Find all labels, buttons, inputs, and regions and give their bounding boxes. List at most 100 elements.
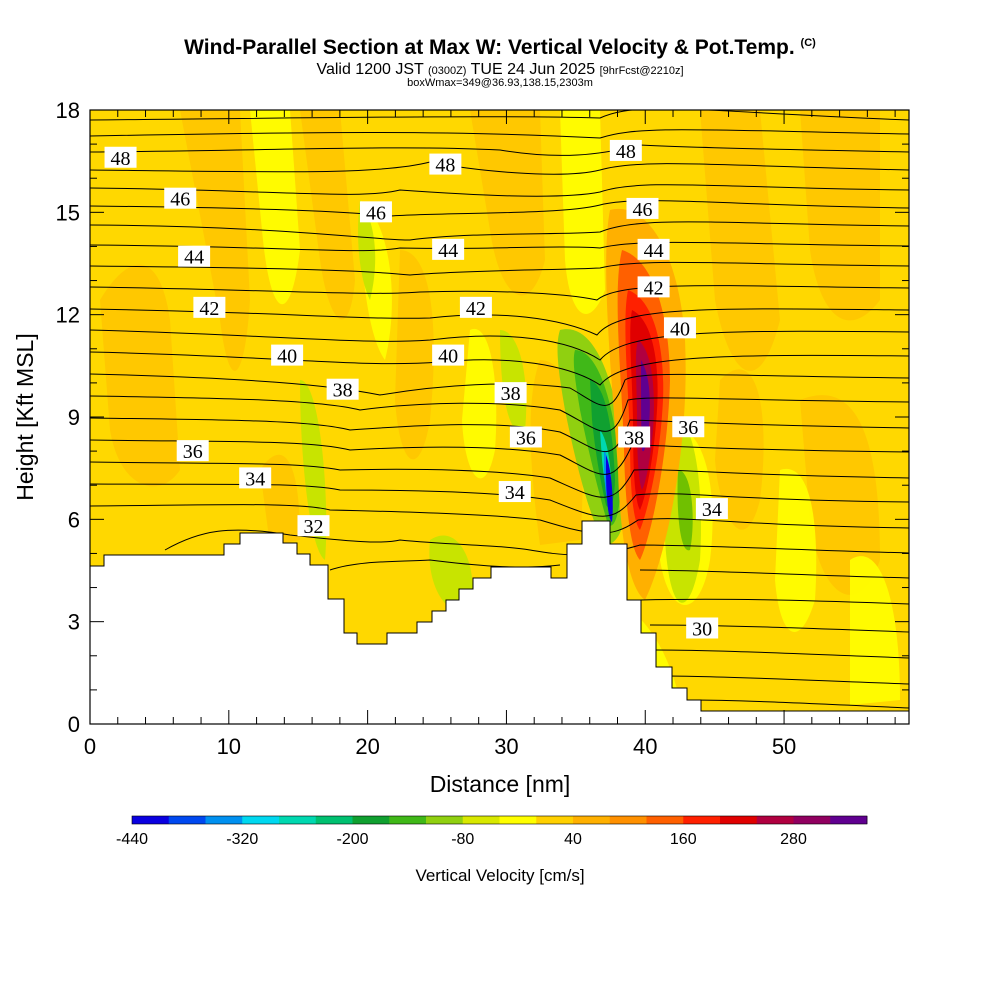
isoline-label-box bbox=[626, 197, 659, 219]
theta-line bbox=[90, 200, 909, 217]
theta-line bbox=[90, 184, 909, 197]
subtitle-date: TUE 24 Jun 2025 bbox=[470, 61, 596, 78]
isoline-label-box bbox=[359, 201, 392, 223]
isoline-label-text: 40 bbox=[670, 318, 690, 340]
colorbar-swatch bbox=[315, 816, 353, 824]
colorbar-swatch bbox=[499, 816, 537, 824]
theta-line bbox=[90, 461, 909, 498]
plot-area bbox=[90, 110, 909, 724]
isoline-label: 46 bbox=[626, 197, 659, 221]
theta-line bbox=[664, 675, 909, 685]
isoline-label: 46 bbox=[359, 201, 392, 224]
isoline-label: 44 bbox=[178, 245, 211, 269]
isoline-label-box bbox=[432, 238, 465, 260]
theta-line bbox=[90, 110, 909, 121]
isoline-label: 38 bbox=[326, 378, 359, 402]
isoline-label-box bbox=[618, 426, 651, 448]
isoline-label-text: 36 bbox=[183, 441, 203, 463]
theta-line bbox=[90, 144, 909, 156]
theta-line bbox=[90, 241, 909, 252]
isoline-label: 48 bbox=[609, 139, 642, 163]
isoline-label: 34 bbox=[498, 481, 531, 504]
isoline-label: 38 bbox=[618, 426, 651, 449]
theta-line bbox=[654, 649, 909, 659]
isoline-label: 42 bbox=[637, 276, 670, 299]
isoline-label-text: 36 bbox=[516, 427, 536, 449]
theta-line bbox=[689, 699, 909, 709]
isoline-label: 40 bbox=[432, 344, 465, 368]
isoline-label-box bbox=[494, 382, 527, 404]
isoline-label-box bbox=[297, 515, 330, 537]
isoline-label-box bbox=[686, 617, 719, 639]
subtitle-main: Valid 1200 JST bbox=[316, 61, 424, 78]
isoline-label-text: 38 bbox=[501, 383, 521, 405]
isoline-label-text: 40 bbox=[438, 346, 458, 368]
isoline-label-text: 32 bbox=[303, 516, 323, 538]
theta-line bbox=[649, 624, 909, 633]
downdraft-core bbox=[606, 455, 613, 522]
colorbar-tick-label: 160 bbox=[670, 831, 697, 848]
isoline-label: 42 bbox=[193, 296, 226, 320]
isoline-label-box bbox=[432, 344, 465, 366]
colorbar-swatch bbox=[573, 816, 611, 824]
isoline-label: 32 bbox=[297, 515, 330, 538]
isoline-label: 34 bbox=[239, 467, 272, 490]
isoline-label-text: 46 bbox=[170, 189, 190, 211]
isoline-label: 30 bbox=[686, 617, 719, 640]
colorbar-frame bbox=[131, 815, 868, 825]
isoline-label: 40 bbox=[663, 317, 696, 340]
isoline-label: 44 bbox=[432, 238, 465, 262]
orange-band bbox=[470, 110, 545, 296]
isoline-label-text: 38 bbox=[333, 380, 353, 402]
isoline-label-text: 44 bbox=[184, 247, 204, 269]
isoline-label: 48 bbox=[104, 146, 137, 170]
subtitle-fcst: [9hrFcst@2210z] bbox=[599, 65, 684, 77]
colorbar-swatch bbox=[389, 816, 427, 824]
y-tick-label: 9 bbox=[68, 405, 80, 430]
isoline-label-box bbox=[164, 187, 197, 209]
colorbar-swatch bbox=[352, 816, 390, 824]
isoline-label-box bbox=[104, 146, 137, 168]
x-tick-label: 0 bbox=[84, 734, 96, 759]
chart-title: Wind-Parallel Section at Max W: Vertical… bbox=[0, 36, 1000, 60]
isoline-label-text: 34 bbox=[702, 499, 722, 521]
colorbar-tick-label: -440 bbox=[116, 831, 148, 848]
terrain bbox=[90, 520, 909, 724]
x-axis-label: Distance [nm] bbox=[430, 771, 571, 797]
subtitle-small: (0300Z) bbox=[427, 65, 467, 77]
orange-band bbox=[395, 250, 434, 460]
theta-line bbox=[90, 161, 909, 175]
x-tick-label: 30 bbox=[494, 734, 518, 759]
isoline-label-text: 48 bbox=[435, 155, 455, 177]
y-axis-label: Height [Kft MSL] bbox=[12, 333, 38, 500]
isoline-label-text: 46 bbox=[632, 199, 652, 221]
colorbar-swatch bbox=[536, 816, 574, 824]
isoline-labels: 48 46 44 42 40 38 36 34 32 48 46 44 42 40 38 36 34 48 46 44… bbox=[104, 139, 728, 640]
title-mark: (C) bbox=[800, 37, 816, 49]
isoline-label: 36 bbox=[509, 426, 542, 449]
colorbar-swatch bbox=[830, 816, 868, 824]
yellow-band bbox=[560, 110, 605, 314]
isoline-label-box bbox=[459, 296, 492, 318]
colorbar-tick-label: -200 bbox=[336, 831, 368, 848]
colorbar-label: Vertical Velocity [cm/s] bbox=[415, 866, 584, 885]
colorbar-tick-label: 40 bbox=[564, 831, 582, 848]
x-tick-label: 10 bbox=[217, 734, 241, 759]
isoline-label-box bbox=[637, 276, 670, 298]
isoline-label-text: 34 bbox=[505, 482, 525, 504]
orange-band bbox=[715, 369, 764, 530]
chart-subtitle: Valid 1200 JST (0300Z) TUE 24 Jun 2025 [… bbox=[0, 61, 1000, 79]
isoline-label-text: 46 bbox=[366, 202, 386, 224]
theta-isolines bbox=[90, 110, 909, 709]
isoline-label-box bbox=[193, 296, 226, 318]
colorbar-swatch bbox=[132, 816, 170, 824]
colorbar-tick-label: -320 bbox=[226, 831, 258, 848]
colorbar-swatch bbox=[168, 816, 206, 824]
isoline-label-box bbox=[178, 245, 211, 267]
isoline-label: 44 bbox=[637, 238, 670, 262]
colorbar: -440 -320 -200 -80 40 160 280 bbox=[116, 815, 868, 848]
isoline-label-box bbox=[663, 317, 696, 339]
colorbar-swatch bbox=[683, 816, 721, 824]
